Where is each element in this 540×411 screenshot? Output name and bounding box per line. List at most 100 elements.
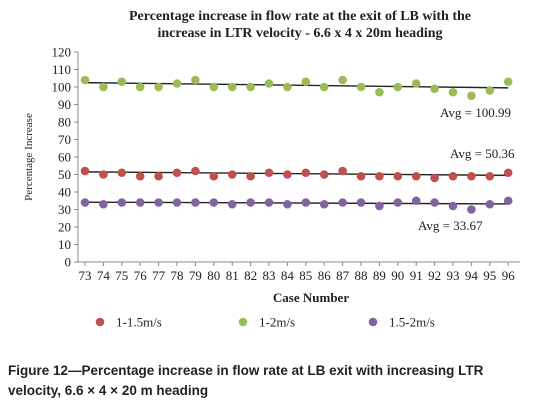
legend-marker xyxy=(95,317,105,327)
data-point xyxy=(283,170,292,179)
data-point xyxy=(301,198,311,207)
data-point xyxy=(80,166,90,176)
data-point xyxy=(319,170,329,179)
x-tick-label: 83 xyxy=(263,268,276,283)
data-point xyxy=(356,171,366,181)
x-tick-label: 82 xyxy=(244,268,257,283)
x-tick-label: 89 xyxy=(373,268,386,283)
x-tick-label: 95 xyxy=(483,268,496,283)
x-tick-label: 75 xyxy=(115,268,128,283)
data-point xyxy=(319,82,329,92)
x-tick-label: 93 xyxy=(447,268,460,283)
y-tick-label: 30 xyxy=(58,202,71,217)
chart-title: Percentage increase in flow rate at the … xyxy=(129,9,471,41)
y-tick-label: 110 xyxy=(52,62,71,77)
data-point xyxy=(430,198,439,207)
data-point xyxy=(246,82,255,92)
data-point xyxy=(301,77,311,87)
data-point xyxy=(411,196,421,206)
data-point xyxy=(430,173,439,183)
y-tick-label: 20 xyxy=(58,220,71,235)
data-points xyxy=(80,75,513,214)
data-point xyxy=(99,170,108,179)
data-point xyxy=(154,82,163,92)
y-tick-label: 90 xyxy=(58,97,71,112)
data-point xyxy=(356,82,366,92)
average-label: Avg = 100.99 xyxy=(440,105,511,120)
legend: 1-1.5m/s 1-2m/s 1.5-2m/s xyxy=(95,315,435,330)
data-point xyxy=(99,82,108,92)
x-tick-label: 92 xyxy=(428,268,441,283)
data-point xyxy=(209,171,219,181)
data-point xyxy=(264,198,274,207)
data-point xyxy=(503,77,513,87)
x-tick-label: 85 xyxy=(299,268,312,283)
y-axis-label-group: Percentage Increase xyxy=(23,113,35,201)
data-point xyxy=(283,199,292,209)
data-point xyxy=(375,171,384,181)
x-tick-label: 73 xyxy=(79,268,92,283)
data-point xyxy=(338,198,347,207)
data-point xyxy=(80,198,90,207)
data-point xyxy=(154,171,163,181)
data-point xyxy=(117,77,127,87)
trend-lines xyxy=(84,81,509,205)
data-point xyxy=(154,198,163,207)
data-point xyxy=(117,168,127,178)
legend-label: 1-2m/s xyxy=(259,315,295,330)
data-point xyxy=(172,198,182,207)
x-tick-label: 78 xyxy=(171,268,184,283)
data-point xyxy=(135,171,145,181)
y-tick-label: 50 xyxy=(58,167,71,182)
data-point xyxy=(448,171,458,181)
data-point xyxy=(503,196,513,206)
data-point xyxy=(283,82,292,92)
data-point xyxy=(301,168,311,178)
data-point xyxy=(411,79,421,88)
x-tick-label: 81 xyxy=(226,268,239,283)
data-point xyxy=(172,79,182,88)
x-tick-label: 74 xyxy=(97,268,111,283)
y-tick-label: 0 xyxy=(65,255,72,270)
average-label: Avg = 33.67 xyxy=(418,218,483,233)
legend-label: 1-1.5m/s xyxy=(116,315,162,330)
y-tick-label: 100 xyxy=(52,80,72,95)
figure-caption: Figure 12—Percentage increase in flow ra… xyxy=(8,363,484,398)
x-tick-label: 94 xyxy=(465,268,479,283)
average-labels: Avg = 50.36 Avg = 100.99 Avg = 33.67 xyxy=(418,105,515,233)
data-point xyxy=(319,199,329,209)
chart-title-line: Percentage increase in flow rate at the … xyxy=(129,9,471,24)
data-point xyxy=(264,168,274,178)
y-tick-label: 80 xyxy=(58,115,71,130)
data-point xyxy=(246,171,255,181)
data-point xyxy=(135,82,145,92)
x-tick-label: 88 xyxy=(355,268,368,283)
data-point xyxy=(338,75,347,85)
chart-title-line: increase in LTR velocity - 6.6 x 4 x 20m… xyxy=(157,26,442,41)
data-point xyxy=(375,201,384,211)
x-tick-label: 79 xyxy=(189,268,202,283)
x-tick-label: 86 xyxy=(318,268,332,283)
axes: 0 10 20 30 40 50 60 70 80 90 100 110 120 73 74 75 76 77 78… xyxy=(52,45,520,305)
trend-line xyxy=(84,81,509,89)
data-point xyxy=(503,168,513,178)
x-tick-label: 91 xyxy=(410,268,423,283)
data-point xyxy=(411,171,421,181)
x-tick-label: 90 xyxy=(391,268,404,283)
data-point xyxy=(246,198,255,207)
data-point xyxy=(375,87,384,97)
data-point xyxy=(393,171,403,181)
data-point xyxy=(191,75,200,85)
data-point xyxy=(209,82,219,92)
x-tick-label: 77 xyxy=(152,268,166,283)
data-point xyxy=(467,91,476,101)
x-tick-label: 80 xyxy=(207,268,220,283)
data-point xyxy=(485,86,495,95)
data-point xyxy=(338,166,347,176)
x-tick-label: 84 xyxy=(281,268,295,283)
data-point xyxy=(430,84,439,94)
data-point xyxy=(264,79,274,88)
data-point xyxy=(227,199,237,209)
x-tick-label: 87 xyxy=(336,268,350,283)
